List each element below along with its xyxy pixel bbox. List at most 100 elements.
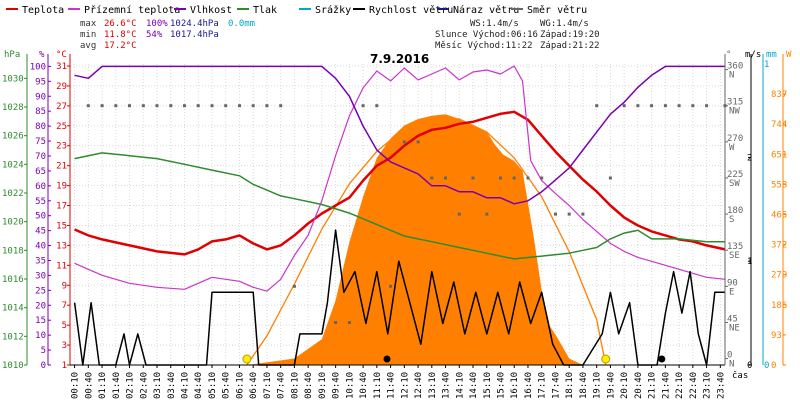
tick-label-time: 00:40 <box>84 372 94 399</box>
axis-unit-degc: °C <box>56 50 67 60</box>
tick-label-humidity: 95 <box>35 77 46 87</box>
tick-label-time: 14:10 <box>455 372 465 399</box>
tick-label-time: 20:10 <box>620 372 630 399</box>
legend-label-1: Přízemní teplota <box>84 4 180 16</box>
stat-max-temp: 26.6°C <box>104 19 137 29</box>
wind-direction-dot <box>196 104 200 108</box>
tick-label-direction: 45 <box>727 314 738 324</box>
axis-unit-ms: m/s <box>745 50 761 60</box>
tick-label-compass: N <box>729 360 734 370</box>
tick-label-solar: 93 <box>771 331 782 341</box>
tick-label-humidity: 60 <box>35 182 46 192</box>
tick-label-pressure: 1012 <box>2 332 24 342</box>
tick-label-time: 18:10 <box>565 372 575 399</box>
tick-label-temp: 17 <box>56 202 67 212</box>
tick-label-direction: 180 <box>727 206 743 216</box>
stat-min-hum: 54% <box>146 30 163 40</box>
wind-direction-dot <box>526 176 530 180</box>
tick-label-time: 01:40 <box>112 372 122 399</box>
wind-direction-dot <box>224 104 228 108</box>
tick-label-humidity: 5 <box>41 346 46 356</box>
tick-label-pressure: 1024 <box>2 160 24 170</box>
tick-label-time: 19:40 <box>606 372 616 399</box>
moon-set: Západ:21:22 <box>540 41 600 51</box>
tick-label-wind: 2 <box>747 153 752 163</box>
stat-max-rain: 0.0mm <box>228 19 255 29</box>
stat-max-label: max <box>80 19 97 29</box>
tick-label-time: 23:10 <box>703 372 713 399</box>
tick-label-solar: 837 <box>771 90 787 100</box>
tick-label-time: 07:10 <box>263 372 273 399</box>
tick-label-humidity: 65 <box>35 167 46 177</box>
wind-direction-dot <box>100 104 104 108</box>
wind-direction-dot <box>595 104 599 108</box>
tick-label-temp: 15 <box>56 221 67 231</box>
wind-direction-dot <box>663 104 667 108</box>
tick-label-pressure: 1030 <box>2 74 24 84</box>
tick-label-temp: 31 <box>56 62 67 72</box>
wind-direction-dot <box>567 212 571 216</box>
tick-label-time: 03:40 <box>167 372 177 399</box>
tick-label-temp: 29 <box>56 82 67 92</box>
tick-label-wind: 1 <box>747 257 752 267</box>
tick-label-temp: 9 <box>62 281 67 291</box>
tick-label-time: 09:10 <box>318 372 328 399</box>
axis-unit-w: W <box>786 50 792 60</box>
tick-label-humidity: 55 <box>35 197 46 207</box>
tick-label-humidity: 25 <box>35 286 46 296</box>
wind-direction-dot <box>279 104 283 108</box>
tick-label-pressure: 1014 <box>2 304 24 314</box>
tick-label-time: 08:40 <box>304 372 314 399</box>
solar-theoretical-line <box>246 116 607 366</box>
tick-label-solar: 744 <box>771 120 787 130</box>
tick-label-humidity: 0 <box>41 361 46 371</box>
tick-label-solar: 279 <box>771 271 787 281</box>
tick-label-time: 11:40 <box>387 372 397 399</box>
wind-direction-dot <box>375 104 379 108</box>
stat-min-press: 1017.4hPa <box>170 30 219 40</box>
wind-direction-dot <box>238 104 241 108</box>
tick-label-time: 10:10 <box>345 372 355 399</box>
tick-label-direction: 90 <box>727 278 738 288</box>
tick-label-temp: 25 <box>56 122 67 132</box>
series-line-0 <box>74 110 726 256</box>
tick-label-solar: 372 <box>771 241 787 251</box>
wind-direction-dot <box>622 104 626 108</box>
tick-label-humidity: 30 <box>35 271 46 281</box>
tick-label-humidity: 100 <box>30 62 46 72</box>
tick-label-compass: NW <box>729 107 740 117</box>
tick-label-temp: 13 <box>56 241 67 251</box>
tick-label-direction: 360 <box>727 62 743 72</box>
stat-avg-temp: 17.2°C <box>104 41 137 51</box>
tick-label-solar: 465 <box>771 211 787 221</box>
axis-unit-mm: mm <box>766 50 777 60</box>
tick-label-time: 06:10 <box>235 372 245 399</box>
tick-label-temp: 23 <box>56 142 67 152</box>
moon-mark-moonset <box>658 355 666 363</box>
tick-label-compass: S <box>729 215 734 225</box>
tick-label-humidity: 45 <box>35 227 46 237</box>
tick-label-humidity: 75 <box>35 137 46 147</box>
axis-unit-pct: % <box>39 50 45 60</box>
sun-moon-info: WS:1.4m/s WG:1.4m/s Slunce Východ:06:16 … <box>435 19 600 51</box>
axis-unit-cas: čas <box>732 370 748 381</box>
wind-direction-dot <box>499 176 502 180</box>
tick-label-wind: 0 <box>747 361 752 371</box>
tick-label-time: 11:10 <box>373 372 383 399</box>
tick-label-time: 06:40 <box>249 372 259 399</box>
tick-label-direction: 315 <box>727 98 743 108</box>
tick-label-pressure: 1028 <box>2 103 24 113</box>
tick-label-time: 15:40 <box>496 372 506 399</box>
wind-direction-dot <box>251 104 255 108</box>
tick-label-temp: 5 <box>62 321 67 331</box>
stats-block: max 26.6°C 100% 1024.4hPa 0.0mm min 11.8… <box>80 19 255 51</box>
wind-direction-dot <box>444 176 447 180</box>
tick-label-compass: SE <box>729 251 740 261</box>
tick-label-rain: 1 <box>764 60 769 70</box>
wind-direction-dot <box>540 176 544 180</box>
moon-rise: Měsíc Východ:11:22 <box>435 41 533 51</box>
series-line-3 <box>74 152 725 260</box>
tick-label-time: 18:40 <box>579 372 589 399</box>
tick-label-humidity: 35 <box>35 256 46 266</box>
